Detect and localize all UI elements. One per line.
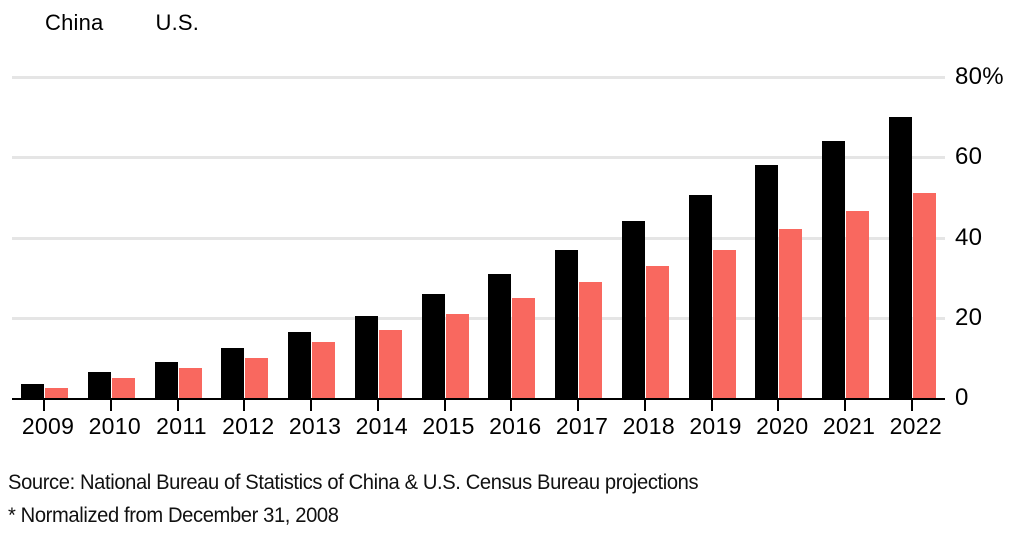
x-axis-label-2015: 2015	[422, 413, 475, 439]
x-axis-label-2017: 2017	[555, 413, 609, 439]
bar-us-2018	[645, 265, 669, 398]
normalization-note: * Normalized from December 31, 2008	[8, 504, 339, 527]
x-axis-label-2018: 2018	[622, 413, 675, 439]
gridline-60	[12, 156, 945, 160]
x-axis-tick-2011	[176, 399, 179, 411]
x-axis-label-2010: 2010	[88, 413, 141, 439]
x-axis-tick-2021	[844, 399, 846, 411]
bar-china-2016	[488, 273, 512, 398]
x-axis-label-2021: 2021	[822, 413, 876, 439]
x-axis-label-2009: 2009	[21, 413, 75, 439]
y-axis-label-60: 60	[955, 143, 983, 171]
x-axis-tick-2018	[643, 399, 646, 411]
x-axis-tick-2017	[577, 399, 579, 411]
bar-china-2012	[221, 347, 245, 398]
bar-us-2021	[846, 211, 869, 398]
bar-us-2020	[779, 229, 803, 398]
x-axis-tick-2019	[710, 399, 713, 411]
bar-us-2013	[312, 341, 335, 398]
source-note: Source: National Bureau of Statistics of…	[8, 471, 699, 494]
y-axis-label-80: 80%	[955, 63, 1004, 90]
bar-china-2020	[755, 165, 779, 398]
chart-footer: Source: National Bureau of Statistics of…	[8, 466, 727, 532]
x-axis-tick-2015	[443, 399, 446, 411]
bar-china-2018	[621, 221, 645, 398]
bar-us-2010	[111, 377, 135, 398]
gridline-80	[12, 76, 945, 79]
gridline-20	[12, 316, 945, 320]
bar-china-2013	[288, 331, 311, 398]
x-axis-tick-2016	[510, 399, 513, 411]
bar-china-2022	[888, 117, 912, 398]
x-axis-tick-2010	[109, 399, 112, 411]
bar-china-2011	[154, 361, 178, 398]
y-axis-label-20: 20	[955, 303, 983, 331]
bar-china-2017	[555, 249, 578, 398]
legend-item-us: U.S.	[155, 10, 200, 35]
bar-us-2015	[445, 313, 469, 398]
x-axis-tick-2012	[243, 399, 246, 411]
legend-item-china: China	[45, 10, 104, 35]
x-axis-label-2019: 2019	[689, 413, 742, 439]
bar-china-2010	[87, 371, 111, 398]
y-axis-label-0: 0	[955, 384, 969, 411]
x-axis-label-2016: 2016	[489, 413, 542, 439]
x-axis-label-2014: 2014	[355, 413, 408, 439]
bar-us-2011	[178, 367, 202, 398]
bar-us-2019	[712, 249, 736, 398]
bar-china-2009	[21, 383, 44, 398]
bar-china-2019	[688, 195, 712, 398]
bar-china-2021	[822, 141, 845, 398]
bar-us-2017	[579, 281, 602, 398]
bar-us-2012	[245, 357, 269, 398]
y-axis-label-40: 40	[955, 223, 983, 251]
bar-us-2014	[378, 329, 402, 398]
x-axis-label-2011: 2011	[156, 413, 207, 439]
bar-china-2014	[354, 315, 378, 398]
x-axis-line	[12, 398, 945, 400]
bar-us-2016	[512, 297, 536, 398]
bar-us-2022	[912, 193, 936, 398]
x-axis-tick-2020	[777, 399, 780, 411]
x-axis-label-2013: 2013	[288, 413, 342, 439]
legend: China U.S.	[45, 10, 199, 36]
x-axis-label-2022: 2022	[889, 413, 942, 439]
x-axis-tick-2009	[43, 399, 45, 411]
gridline-40	[12, 236, 945, 240]
x-axis-tick-2022	[910, 399, 913, 411]
x-axis-label-2020: 2020	[756, 413, 809, 439]
x-axis-tick-2013	[310, 399, 312, 411]
x-axis-label-2012: 2012	[222, 413, 275, 439]
bar-us-2009	[45, 387, 68, 398]
bar-china-2015	[421, 293, 445, 398]
x-axis-tick-2014	[376, 399, 379, 411]
